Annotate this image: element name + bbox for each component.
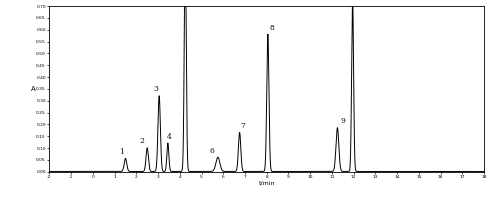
Text: 3: 3 (154, 85, 159, 93)
Text: 1: 1 (119, 148, 124, 156)
Text: 8: 8 (270, 24, 275, 32)
Text: 6: 6 (210, 147, 215, 155)
X-axis label: t/min: t/min (258, 181, 275, 186)
Text: 2: 2 (139, 137, 144, 145)
Y-axis label: A: A (31, 86, 36, 92)
Text: 4: 4 (166, 133, 171, 141)
Text: 9: 9 (340, 117, 345, 125)
Text: 7: 7 (241, 122, 246, 130)
